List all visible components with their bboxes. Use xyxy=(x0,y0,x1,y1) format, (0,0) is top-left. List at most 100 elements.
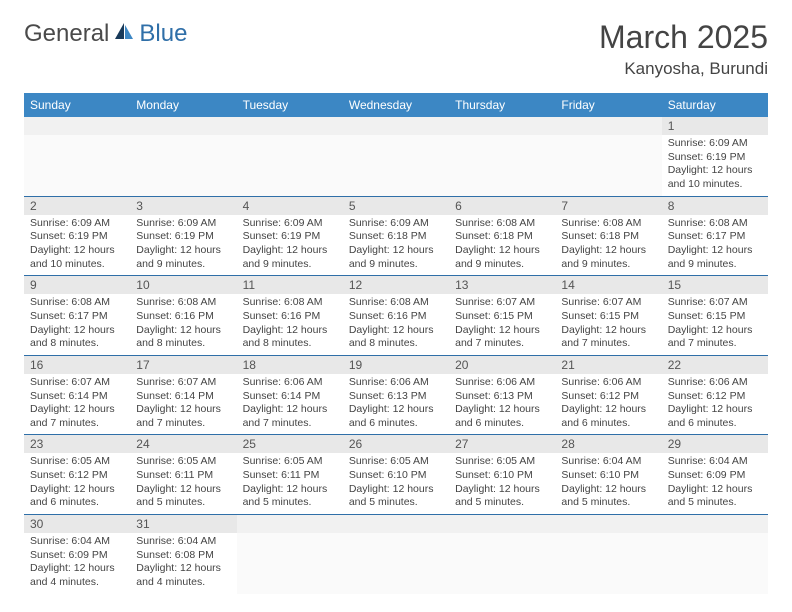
sunset-text: Sunset: 6:12 PM xyxy=(561,390,655,404)
calendar-cell: 8Sunrise: 6:08 AMSunset: 6:17 PMDaylight… xyxy=(662,196,768,276)
day-number-empty xyxy=(449,515,555,533)
day-number: 5 xyxy=(343,197,449,215)
day-details: Sunrise: 6:09 AMSunset: 6:19 PMDaylight:… xyxy=(237,215,343,276)
sunrise-text: Sunrise: 6:06 AM xyxy=(561,376,655,390)
daylight-text: Daylight: 12 hours and 5 minutes. xyxy=(349,483,443,510)
daylight-text: Daylight: 12 hours and 7 minutes. xyxy=(30,403,124,430)
calendar-cell xyxy=(343,117,449,196)
calendar-cell: 20Sunrise: 6:06 AMSunset: 6:13 PMDayligh… xyxy=(449,355,555,435)
daylight-text: Daylight: 12 hours and 6 minutes. xyxy=(349,403,443,430)
calendar-table: Sunday Monday Tuesday Wednesday Thursday… xyxy=(24,93,768,593)
calendar-cell: 10Sunrise: 6:08 AMSunset: 6:16 PMDayligh… xyxy=(130,276,236,356)
sunrise-text: Sunrise: 6:07 AM xyxy=(30,376,124,390)
day-details: Sunrise: 6:09 AMSunset: 6:19 PMDaylight:… xyxy=(130,215,236,276)
day-number: 23 xyxy=(24,435,130,453)
sunset-text: Sunset: 6:19 PM xyxy=(668,151,762,165)
sunset-text: Sunset: 6:09 PM xyxy=(668,469,762,483)
day-details: Sunrise: 6:06 AMSunset: 6:12 PMDaylight:… xyxy=(662,374,768,435)
daylight-text: Daylight: 12 hours and 9 minutes. xyxy=(136,244,230,271)
logo-text-1: General xyxy=(24,20,109,48)
calendar-cell: 17Sunrise: 6:07 AMSunset: 6:14 PMDayligh… xyxy=(130,355,236,435)
daylight-text: Daylight: 12 hours and 9 minutes. xyxy=(243,244,337,271)
calendar-cell: 6Sunrise: 6:08 AMSunset: 6:18 PMDaylight… xyxy=(449,196,555,276)
sunset-text: Sunset: 6:18 PM xyxy=(455,230,549,244)
day-number-empty xyxy=(662,515,768,533)
sunset-text: Sunset: 6:19 PM xyxy=(243,230,337,244)
day-number: 31 xyxy=(130,515,236,533)
day-details: Sunrise: 6:04 AMSunset: 6:08 PMDaylight:… xyxy=(130,533,236,594)
daylight-text: Daylight: 12 hours and 10 minutes. xyxy=(668,164,762,191)
daylight-text: Daylight: 12 hours and 7 minutes. xyxy=(561,324,655,351)
calendar-cell xyxy=(449,515,555,594)
calendar-cell xyxy=(449,117,555,196)
sunrise-text: Sunrise: 6:05 AM xyxy=(455,455,549,469)
calendar-cell: 13Sunrise: 6:07 AMSunset: 6:15 PMDayligh… xyxy=(449,276,555,356)
sunrise-text: Sunrise: 6:07 AM xyxy=(136,376,230,390)
day-details: Sunrise: 6:04 AMSunset: 6:09 PMDaylight:… xyxy=(662,453,768,514)
sunset-text: Sunset: 6:16 PM xyxy=(349,310,443,324)
sunset-text: Sunset: 6:10 PM xyxy=(349,469,443,483)
calendar-cell: 21Sunrise: 6:06 AMSunset: 6:12 PMDayligh… xyxy=(555,355,661,435)
calendar-row: 23Sunrise: 6:05 AMSunset: 6:12 PMDayligh… xyxy=(24,435,768,515)
day-number-empty xyxy=(343,117,449,135)
month-title: March 2025 xyxy=(599,20,768,55)
sunrise-text: Sunrise: 6:07 AM xyxy=(561,296,655,310)
day-number: 28 xyxy=(555,435,661,453)
sunset-text: Sunset: 6:16 PM xyxy=(243,310,337,324)
calendar-row: 1Sunrise: 6:09 AMSunset: 6:19 PMDaylight… xyxy=(24,117,768,196)
day-number: 3 xyxy=(130,197,236,215)
day-details: Sunrise: 6:08 AMSunset: 6:18 PMDaylight:… xyxy=(449,215,555,276)
calendar-cell xyxy=(237,515,343,594)
daylight-text: Daylight: 12 hours and 8 minutes. xyxy=(30,324,124,351)
sunset-text: Sunset: 6:15 PM xyxy=(668,310,762,324)
sunset-text: Sunset: 6:13 PM xyxy=(455,390,549,404)
sunrise-text: Sunrise: 6:06 AM xyxy=(349,376,443,390)
dow-0: Sunday xyxy=(24,93,130,117)
calendar-cell: 16Sunrise: 6:07 AMSunset: 6:14 PMDayligh… xyxy=(24,355,130,435)
calendar-cell: 28Sunrise: 6:04 AMSunset: 6:10 PMDayligh… xyxy=(555,435,661,515)
sunset-text: Sunset: 6:14 PM xyxy=(30,390,124,404)
day-number: 12 xyxy=(343,276,449,294)
sunrise-text: Sunrise: 6:08 AM xyxy=(349,296,443,310)
day-number-empty xyxy=(237,117,343,135)
day-number: 14 xyxy=(555,276,661,294)
daylight-text: Daylight: 12 hours and 7 minutes. xyxy=(668,324,762,351)
day-number: 30 xyxy=(24,515,130,533)
calendar-body: 1Sunrise: 6:09 AMSunset: 6:19 PMDaylight… xyxy=(24,117,768,593)
day-number: 2 xyxy=(24,197,130,215)
daylight-text: Daylight: 12 hours and 9 minutes. xyxy=(561,244,655,271)
daylight-text: Daylight: 12 hours and 5 minutes. xyxy=(561,483,655,510)
sunrise-text: Sunrise: 6:09 AM xyxy=(349,217,443,231)
sunrise-text: Sunrise: 6:06 AM xyxy=(243,376,337,390)
calendar-row: 16Sunrise: 6:07 AMSunset: 6:14 PMDayligh… xyxy=(24,355,768,435)
calendar-cell: 5Sunrise: 6:09 AMSunset: 6:18 PMDaylight… xyxy=(343,196,449,276)
day-details: Sunrise: 6:07 AMSunset: 6:15 PMDaylight:… xyxy=(449,294,555,355)
day-number-empty xyxy=(555,117,661,135)
logo-text-2: Blue xyxy=(139,20,187,48)
day-number: 27 xyxy=(449,435,555,453)
calendar-cell: 14Sunrise: 6:07 AMSunset: 6:15 PMDayligh… xyxy=(555,276,661,356)
dow-6: Saturday xyxy=(662,93,768,117)
daylight-text: Daylight: 12 hours and 9 minutes. xyxy=(349,244,443,271)
calendar-cell: 12Sunrise: 6:08 AMSunset: 6:16 PMDayligh… xyxy=(343,276,449,356)
sunset-text: Sunset: 6:15 PM xyxy=(455,310,549,324)
day-details: Sunrise: 6:04 AMSunset: 6:10 PMDaylight:… xyxy=(555,453,661,514)
sunrise-text: Sunrise: 6:04 AM xyxy=(668,455,762,469)
day-details: Sunrise: 6:07 AMSunset: 6:14 PMDaylight:… xyxy=(24,374,130,435)
day-number: 13 xyxy=(449,276,555,294)
day-number: 9 xyxy=(24,276,130,294)
sunrise-text: Sunrise: 6:07 AM xyxy=(668,296,762,310)
calendar-row: 2Sunrise: 6:09 AMSunset: 6:19 PMDaylight… xyxy=(24,196,768,276)
day-number: 21 xyxy=(555,356,661,374)
sunrise-text: Sunrise: 6:07 AM xyxy=(455,296,549,310)
day-number: 8 xyxy=(662,197,768,215)
calendar-cell xyxy=(343,515,449,594)
daylight-text: Daylight: 12 hours and 7 minutes. xyxy=(243,403,337,430)
daylight-text: Daylight: 12 hours and 8 minutes. xyxy=(243,324,337,351)
daylight-text: Daylight: 12 hours and 5 minutes. xyxy=(668,483,762,510)
sunrise-text: Sunrise: 6:09 AM xyxy=(668,137,762,151)
calendar-cell: 29Sunrise: 6:04 AMSunset: 6:09 PMDayligh… xyxy=(662,435,768,515)
daylight-text: Daylight: 12 hours and 10 minutes. xyxy=(30,244,124,271)
sunrise-text: Sunrise: 6:08 AM xyxy=(243,296,337,310)
location: Kanyosha, Burundi xyxy=(599,59,768,79)
